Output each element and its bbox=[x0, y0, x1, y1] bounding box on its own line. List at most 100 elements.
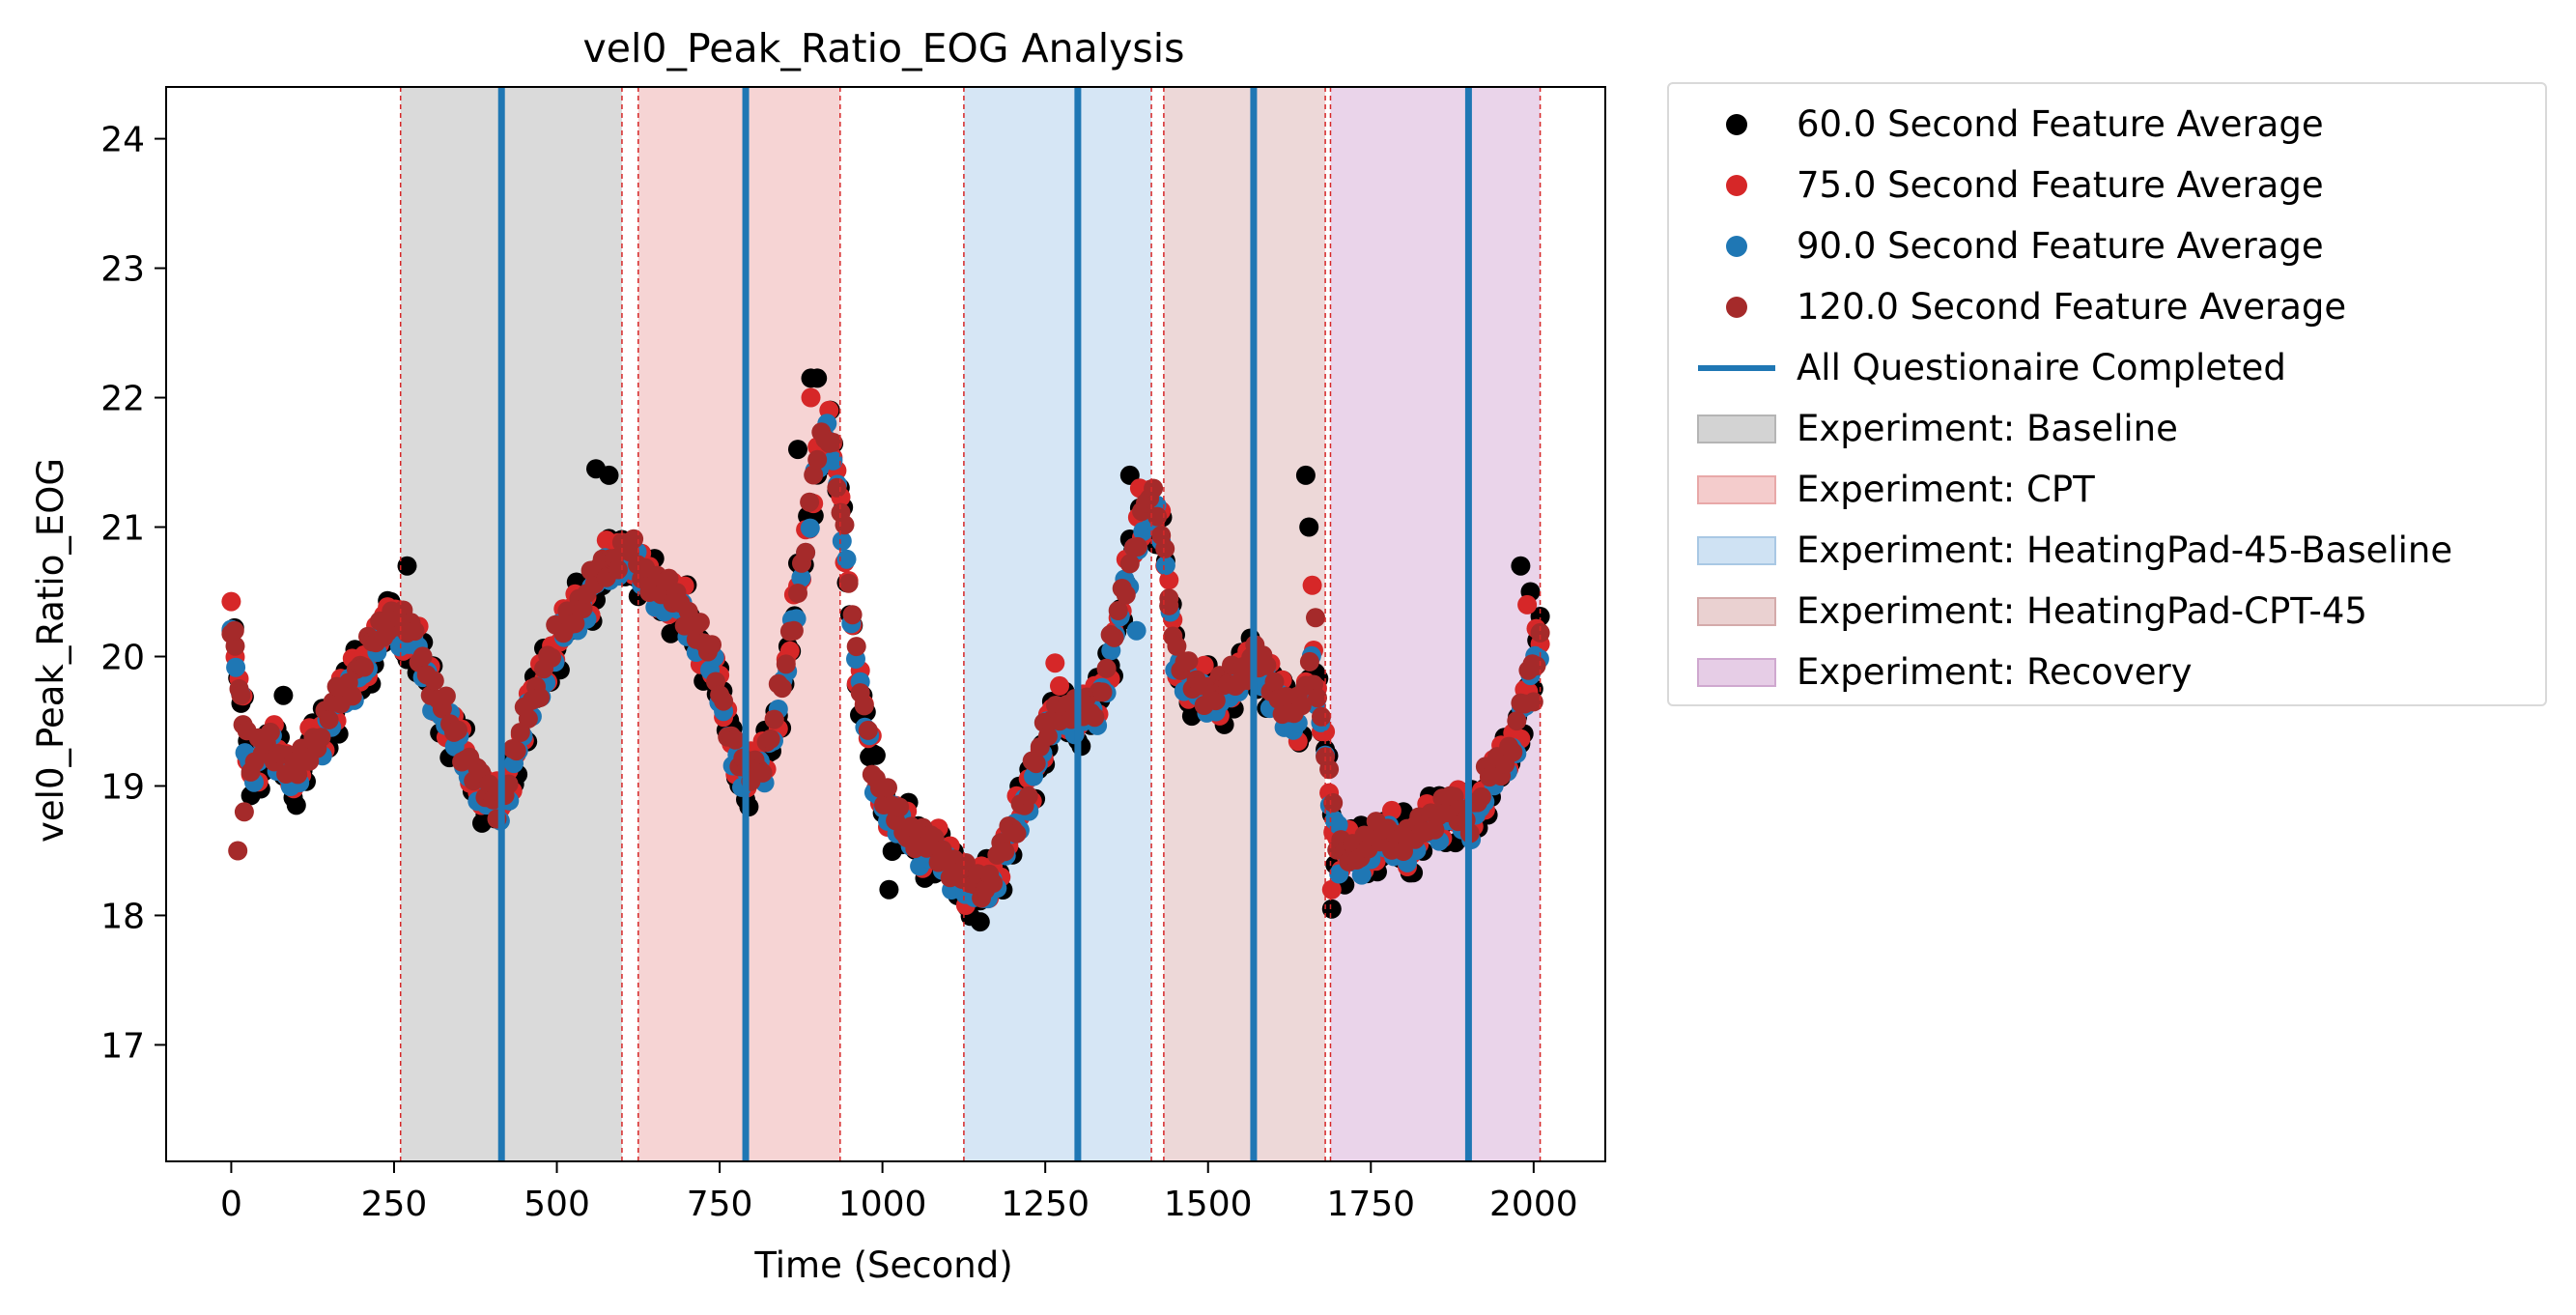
y-tick-label: 22 bbox=[100, 380, 145, 419]
legend-patch-rose bbox=[1697, 597, 1776, 626]
data-point bbox=[1312, 706, 1331, 727]
data-point bbox=[448, 720, 467, 740]
legend-marker-blue-dot bbox=[1726, 236, 1747, 257]
y-tick-label: 21 bbox=[100, 509, 145, 549]
data-point bbox=[1523, 692, 1543, 712]
data-point bbox=[1257, 655, 1277, 675]
data-point bbox=[1295, 465, 1316, 485]
legend-item-75s: 75.0 Second Feature Average bbox=[1669, 157, 2545, 214]
legend-patch-light-blue bbox=[1697, 536, 1776, 565]
data-point bbox=[573, 599, 593, 618]
data-point bbox=[231, 685, 251, 705]
data-point bbox=[506, 741, 526, 761]
data-point bbox=[690, 613, 710, 633]
legend-item-heatingpad-baseline: Experiment: HeatingPad-45-Baseline bbox=[1669, 522, 2545, 580]
x-axis-label: Time (Second) bbox=[753, 1244, 1012, 1286]
data-point bbox=[1006, 823, 1027, 843]
data-point bbox=[1351, 865, 1372, 885]
data-point bbox=[970, 912, 990, 932]
data-point bbox=[1085, 707, 1105, 728]
legend-marker-red-dot bbox=[1726, 175, 1747, 196]
data-point bbox=[827, 477, 847, 498]
legend-item-baseline: Experiment: Baseline bbox=[1669, 400, 2545, 458]
data-point bbox=[608, 559, 628, 580]
x-tick-label: 2000 bbox=[1489, 1185, 1578, 1224]
data-point bbox=[1526, 656, 1546, 676]
data-point bbox=[1116, 585, 1136, 605]
legend-item-120s: 120.0 Second Feature Average bbox=[1669, 278, 2545, 336]
vertical-lines bbox=[399, 87, 1542, 1161]
legend-line-blue bbox=[1698, 365, 1775, 371]
data-point bbox=[796, 542, 816, 562]
data-point bbox=[1178, 651, 1199, 672]
data-point bbox=[832, 531, 852, 551]
data-point bbox=[530, 688, 550, 707]
x-axis-ticks: 0 250 500 750 1000 1250 1500 1750 2000 bbox=[220, 1161, 1578, 1224]
legend-item-90s: 90.0 Second Feature Average bbox=[1669, 217, 2545, 275]
data-point bbox=[1096, 658, 1117, 678]
region-experiment-recovery bbox=[1330, 87, 1541, 1161]
data-point bbox=[565, 614, 585, 634]
data-point bbox=[224, 620, 244, 641]
data-point bbox=[1037, 727, 1058, 746]
data-point bbox=[1092, 682, 1113, 702]
data-point bbox=[1291, 696, 1312, 716]
data-point bbox=[436, 686, 456, 706]
x-tick-label: 0 bbox=[220, 1185, 242, 1224]
legend-marker-black-dot bbox=[1726, 114, 1747, 135]
data-point bbox=[221, 591, 241, 612]
data-point bbox=[1026, 754, 1046, 774]
legend-label: Experiment: Recovery bbox=[1797, 651, 2193, 693]
data-point bbox=[1126, 620, 1146, 641]
data-point bbox=[342, 686, 362, 706]
x-tick-label: 750 bbox=[687, 1185, 753, 1224]
data-point bbox=[234, 802, 254, 822]
data-point bbox=[1306, 608, 1325, 628]
data-point bbox=[542, 647, 562, 668]
data-point bbox=[624, 529, 644, 549]
data-point bbox=[319, 709, 339, 729]
shaded-regions bbox=[400, 87, 1541, 1161]
data-point bbox=[311, 728, 331, 748]
data-point bbox=[405, 621, 425, 642]
data-point bbox=[800, 492, 820, 512]
data-point bbox=[764, 709, 784, 729]
data-point bbox=[1144, 478, 1164, 499]
data-point bbox=[1517, 594, 1538, 615]
y-axis-ticks: 17 18 19 20 21 22 23 24 bbox=[100, 121, 166, 1066]
data-point bbox=[354, 657, 374, 677]
legend-item-cpt: Experiment: CPT bbox=[1669, 461, 2545, 519]
data-point bbox=[800, 518, 820, 538]
data-point bbox=[1308, 688, 1327, 708]
data-point bbox=[725, 729, 746, 750]
data-point bbox=[1127, 536, 1147, 557]
data-point bbox=[788, 584, 807, 603]
data-point bbox=[1328, 815, 1348, 835]
data-point bbox=[983, 873, 1004, 893]
data-point bbox=[776, 654, 796, 674]
region-experiment-heatingpad-cpt-45 bbox=[1163, 87, 1326, 1161]
legend-label: Experiment: Baseline bbox=[1797, 408, 2178, 449]
legend-label: 120.0 Second Feature Average bbox=[1797, 286, 2347, 328]
data-point bbox=[804, 465, 824, 485]
data-point bbox=[760, 729, 780, 749]
data-point bbox=[1018, 786, 1038, 806]
data-point bbox=[1323, 792, 1344, 813]
data-point bbox=[1321, 879, 1342, 900]
legend-label: 60.0 Second Feature Average bbox=[1797, 103, 2324, 145]
data-point bbox=[1159, 588, 1179, 609]
legend-label: Experiment: CPT bbox=[1797, 469, 2095, 510]
data-point bbox=[424, 671, 444, 691]
scatter-points bbox=[221, 368, 1550, 932]
data-point bbox=[823, 432, 843, 452]
y-tick-label: 18 bbox=[100, 897, 145, 936]
data-point bbox=[1299, 517, 1319, 537]
x-tick-label: 1750 bbox=[1326, 1185, 1415, 1224]
legend-label: 75.0 Second Feature Average bbox=[1797, 164, 2324, 206]
data-point bbox=[1530, 622, 1550, 643]
x-tick-label: 250 bbox=[361, 1185, 428, 1224]
data-point bbox=[1319, 759, 1340, 780]
data-point bbox=[890, 797, 910, 817]
legend-item-recovery: Experiment: Recovery bbox=[1669, 643, 2545, 701]
data-point bbox=[286, 795, 306, 815]
